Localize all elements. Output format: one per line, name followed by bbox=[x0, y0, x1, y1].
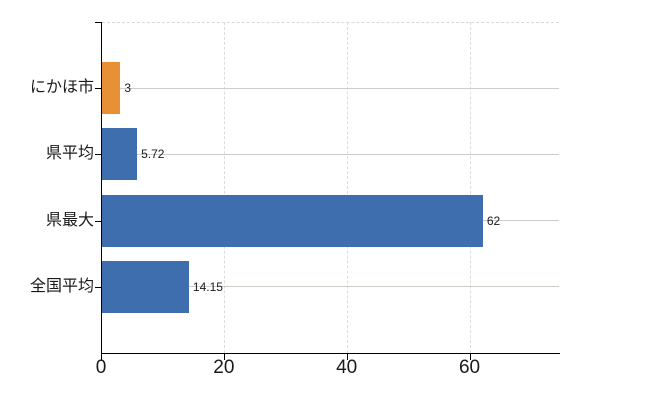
y-tick-mark bbox=[95, 286, 101, 288]
y-tick-mark bbox=[95, 154, 101, 156]
value-label: 5.72 bbox=[141, 147, 165, 162]
category-label: 全国平均 bbox=[29, 277, 94, 295]
value-label: 62 bbox=[486, 213, 501, 228]
x-tick-label: 20 bbox=[213, 357, 235, 378]
bar bbox=[102, 62, 121, 115]
x-axis-line bbox=[101, 353, 560, 354]
h-gridline bbox=[102, 286, 559, 288]
x-tick-mark bbox=[223, 354, 225, 360]
x-tick-label: 60 bbox=[458, 357, 481, 378]
v-gridline bbox=[470, 22, 472, 353]
h-gridline bbox=[102, 87, 559, 89]
bar bbox=[102, 260, 189, 313]
v-gridline bbox=[347, 22, 349, 353]
x-tick-mark bbox=[101, 354, 102, 360]
v-gridline bbox=[224, 22, 226, 353]
y-tick-mark bbox=[95, 88, 101, 90]
y-axis-line bbox=[101, 22, 102, 354]
category-label: 県平均 bbox=[45, 145, 94, 163]
value-label: 3 bbox=[124, 81, 132, 96]
plot-top-border bbox=[102, 22, 559, 23]
bar bbox=[102, 128, 138, 181]
y-axis-top-tick bbox=[95, 22, 101, 23]
h-gridline bbox=[102, 153, 559, 155]
bar bbox=[102, 194, 483, 247]
x-tick-label: 40 bbox=[336, 357, 358, 378]
value-label: 14.15 bbox=[192, 279, 223, 294]
x-tick-label: 0 bbox=[95, 357, 107, 378]
category-label: にかほ市 bbox=[29, 79, 94, 97]
x-tick-mark bbox=[346, 354, 348, 360]
x-tick-mark bbox=[469, 354, 471, 360]
category-label: 県最大 bbox=[45, 211, 94, 229]
y-tick-mark bbox=[95, 220, 101, 222]
plot-area: 3 5.72 62 14.15 bbox=[102, 22, 559, 353]
